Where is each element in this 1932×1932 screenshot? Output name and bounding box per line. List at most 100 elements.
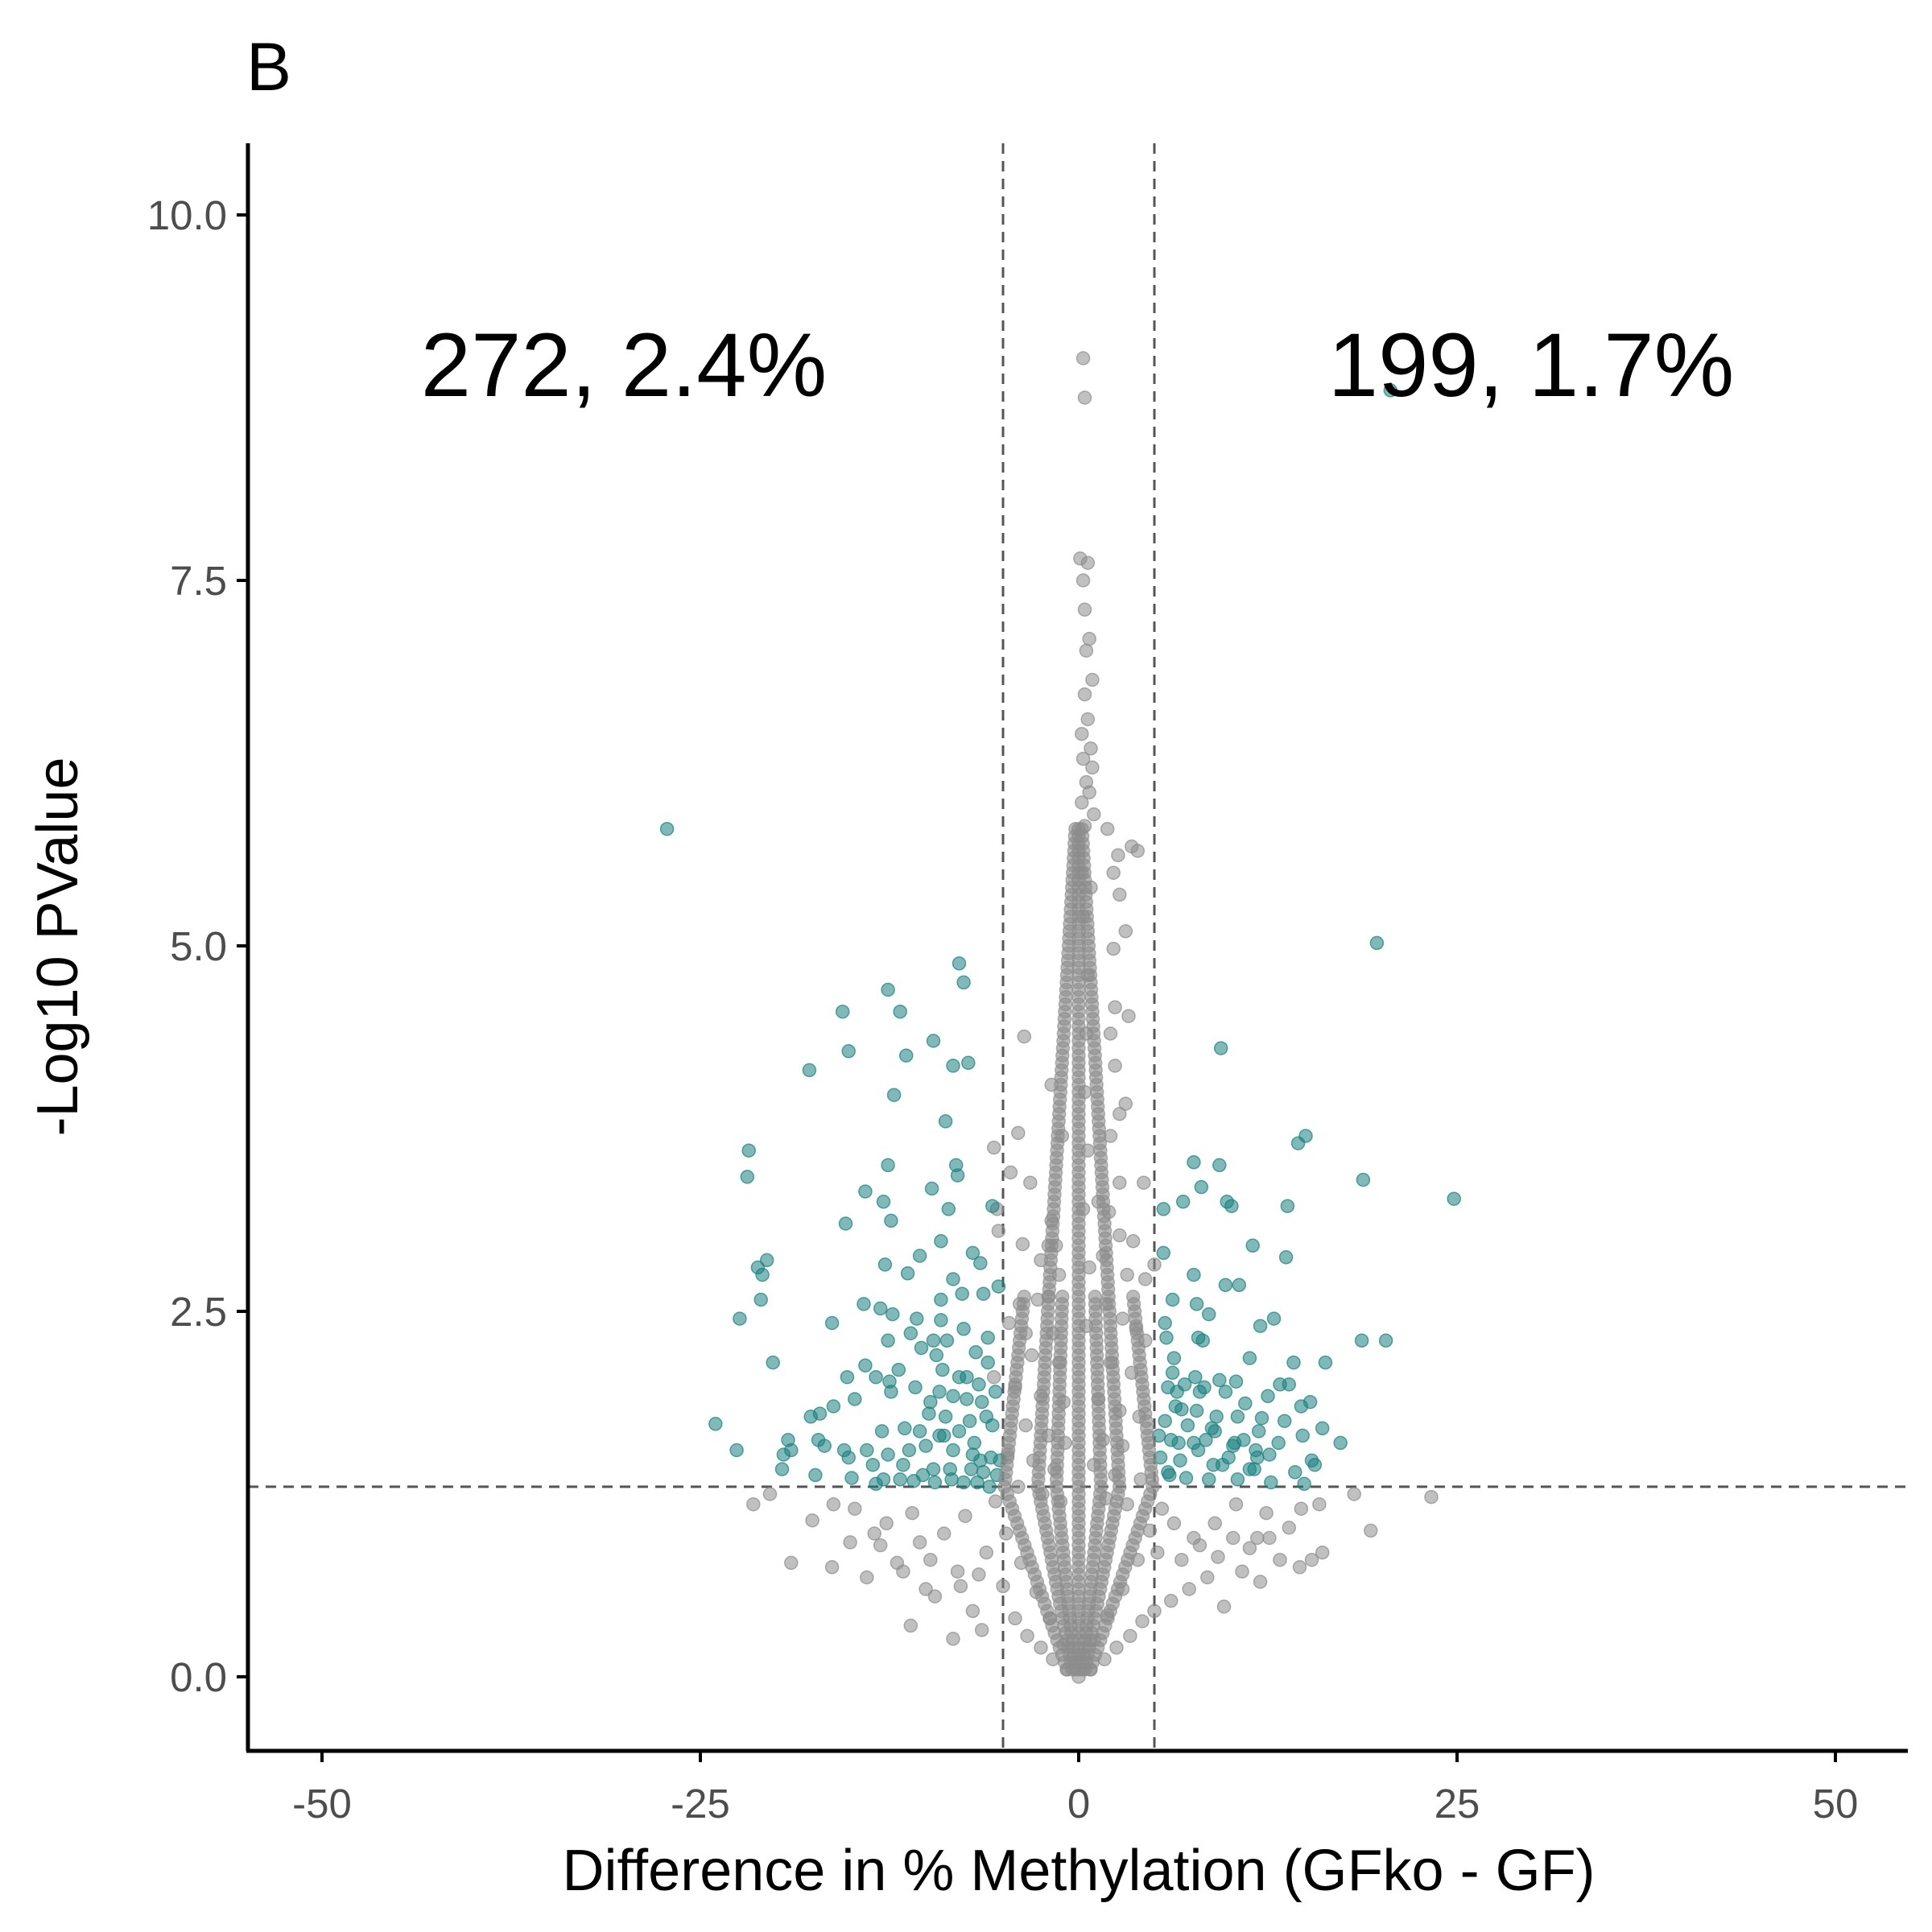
non-significant-point bbox=[1150, 1545, 1165, 1560]
significant-point bbox=[1191, 1443, 1206, 1458]
non-significant-point bbox=[1075, 573, 1091, 588]
significant-point bbox=[1315, 1421, 1330, 1436]
significant-point bbox=[1156, 1245, 1171, 1261]
significant-point bbox=[952, 1424, 967, 1439]
non-significant-point bbox=[919, 1582, 933, 1596]
significant-point bbox=[844, 1471, 859, 1485]
non-significant-point bbox=[986, 1369, 1001, 1385]
x-tick-label: -50 bbox=[292, 1781, 352, 1827]
significant-point bbox=[1189, 1403, 1204, 1418]
non-significant-point bbox=[1273, 1552, 1287, 1567]
significant-point bbox=[912, 1249, 927, 1263]
significant-point bbox=[929, 1348, 944, 1363]
annotations: 272, 2.4% 199, 1.7% bbox=[421, 315, 1734, 415]
significant-point bbox=[1180, 1418, 1195, 1433]
significant-point bbox=[1290, 1136, 1306, 1150]
significant-point bbox=[729, 1443, 744, 1458]
significant-point bbox=[893, 1004, 907, 1019]
non-significant-point bbox=[826, 1496, 841, 1512]
significant-point bbox=[941, 1202, 956, 1216]
non-significant-point bbox=[824, 1560, 840, 1575]
significant-point bbox=[1378, 1333, 1393, 1348]
non-significant-point bbox=[1017, 1290, 1032, 1304]
non-significant-point bbox=[1111, 848, 1125, 863]
significant-point bbox=[857, 1297, 871, 1311]
data-points bbox=[659, 351, 1461, 1684]
significant-point bbox=[659, 821, 675, 836]
y-axis-title: -Log10 PValue bbox=[26, 757, 90, 1136]
significant-point bbox=[946, 1389, 960, 1404]
significant-point bbox=[1218, 1278, 1233, 1293]
significant-point bbox=[922, 1406, 936, 1421]
significant-point bbox=[1264, 1475, 1278, 1490]
non-significant-point bbox=[1137, 1175, 1151, 1190]
non-significant-point bbox=[1017, 1029, 1032, 1044]
significant-point bbox=[1212, 1373, 1227, 1388]
significant-point bbox=[1173, 1453, 1187, 1468]
significant-point bbox=[891, 1362, 906, 1377]
non-significant-point bbox=[996, 1579, 1010, 1594]
significant-point bbox=[961, 1055, 976, 1071]
y-tick-label: 10.0 bbox=[147, 192, 227, 238]
significant-point bbox=[1447, 1191, 1461, 1206]
significant-point bbox=[1266, 1311, 1282, 1326]
significant-point bbox=[1288, 1465, 1302, 1480]
significant-point bbox=[1282, 1377, 1297, 1392]
significant-point bbox=[869, 1476, 883, 1492]
non-significant-point bbox=[762, 1487, 778, 1501]
significant-point bbox=[1159, 1330, 1174, 1345]
significant-point bbox=[881, 1333, 895, 1348]
non-significant-point bbox=[905, 1505, 919, 1521]
significant-point bbox=[1297, 1476, 1311, 1492]
significant-point bbox=[858, 1358, 873, 1373]
significant-point bbox=[985, 1199, 1000, 1213]
non-significant-point bbox=[1079, 643, 1094, 658]
non-significant-point bbox=[1174, 1552, 1189, 1567]
significant-point bbox=[1174, 1402, 1189, 1417]
significant-point bbox=[1247, 1462, 1261, 1476]
x-axis-title: Difference in % Methylation (GFko - GF) bbox=[562, 1839, 1595, 1903]
non-significant-point bbox=[1364, 1523, 1378, 1538]
significant-point bbox=[740, 1170, 755, 1184]
significant-point bbox=[1201, 1472, 1216, 1487]
non-significant-point bbox=[1147, 1257, 1162, 1272]
non-significant-point bbox=[979, 1545, 994, 1560]
significant-point bbox=[939, 1333, 955, 1348]
non-significant-point bbox=[999, 1526, 1013, 1541]
significant-point bbox=[1307, 1457, 1323, 1472]
significant-point bbox=[1221, 1450, 1236, 1465]
significant-point bbox=[1175, 1195, 1191, 1209]
non-significant-point bbox=[1034, 1640, 1048, 1655]
significant-point bbox=[956, 1475, 971, 1490]
significant-point bbox=[1294, 1399, 1309, 1414]
significant-point bbox=[1189, 1297, 1204, 1311]
non-significant-point bbox=[1108, 1059, 1122, 1073]
significant-point bbox=[1356, 1172, 1371, 1187]
significant-point bbox=[1158, 1315, 1172, 1331]
significant-point bbox=[979, 1410, 994, 1424]
non-significant-point bbox=[1108, 1000, 1122, 1015]
non-significant-point bbox=[1135, 1614, 1150, 1629]
significant-point bbox=[1242, 1351, 1257, 1365]
significant-point bbox=[935, 1362, 950, 1377]
non-significant-point bbox=[927, 1589, 943, 1604]
non-significant-point bbox=[1121, 1009, 1136, 1023]
non-significant-point bbox=[1163, 1593, 1179, 1608]
non-significant-point bbox=[912, 1535, 927, 1550]
non-significant-point bbox=[953, 1579, 968, 1594]
significant-point bbox=[1161, 1465, 1175, 1480]
non-significant-point bbox=[890, 1555, 905, 1571]
non-significant-point bbox=[1100, 821, 1115, 836]
significant-point bbox=[1199, 1433, 1213, 1447]
non-significant-point bbox=[1001, 1315, 1017, 1331]
significant-point bbox=[865, 1457, 881, 1472]
significant-point bbox=[896, 1457, 910, 1472]
significant-point bbox=[1383, 383, 1398, 398]
non-significant-point bbox=[1242, 1541, 1257, 1555]
non-significant-point bbox=[1011, 1125, 1026, 1141]
significant-point bbox=[1209, 1410, 1224, 1424]
significant-point bbox=[988, 1385, 1003, 1399]
significant-point bbox=[926, 1333, 941, 1348]
non-significant-point bbox=[1075, 351, 1091, 365]
non-significant-point bbox=[879, 1516, 894, 1531]
